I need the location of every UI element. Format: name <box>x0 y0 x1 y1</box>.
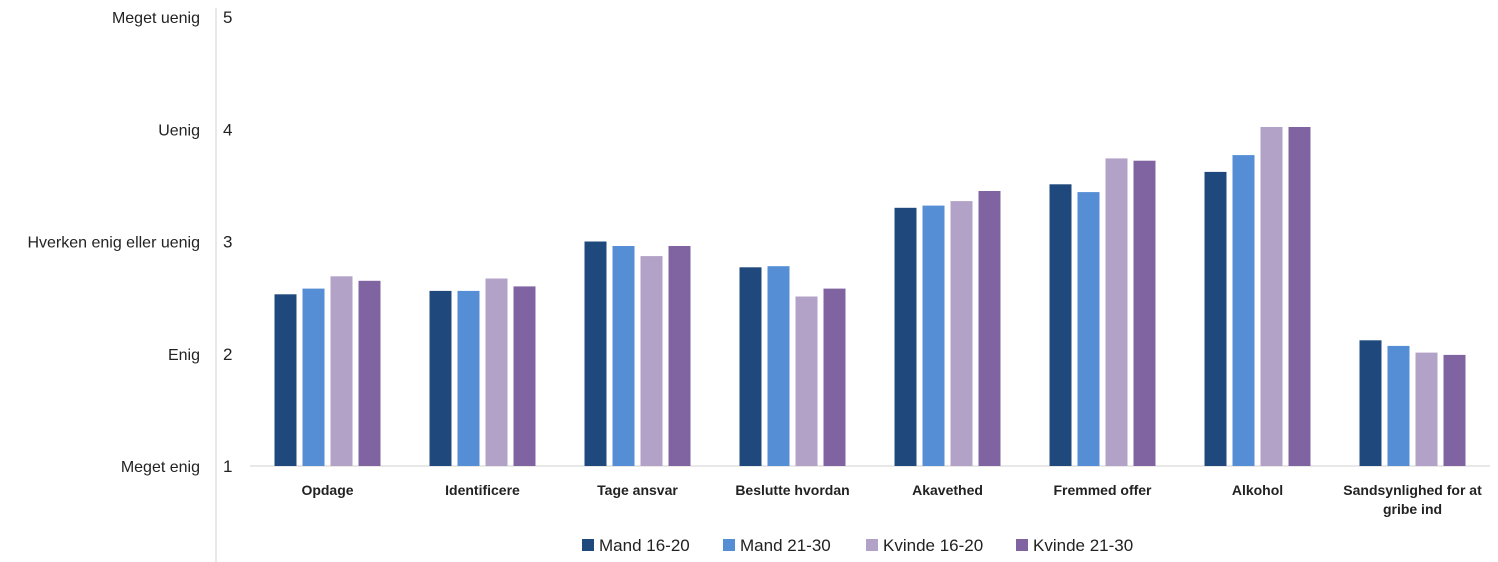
bar <box>950 201 973 466</box>
bar <box>1133 160 1156 466</box>
bar <box>302 288 325 466</box>
legend-swatch <box>723 539 735 551</box>
y-scale-label: Enig <box>168 347 200 364</box>
y-tick-label: 5 <box>223 8 232 27</box>
y-scale-label: Hverken enig eller uenig <box>27 235 200 252</box>
category-label: Fremmed offer <box>1053 482 1152 498</box>
chart-axes <box>215 8 1490 562</box>
y-tick-label: 1 <box>223 457 232 476</box>
bar <box>894 207 917 467</box>
bar <box>739 267 762 466</box>
category-label: Sandsynlighed for at <box>1343 482 1482 498</box>
category-label: Beslutte hvordan <box>735 482 849 498</box>
bar <box>1204 171 1227 466</box>
category-label: Akavethed <box>912 482 983 498</box>
bar <box>1049 184 1072 467</box>
bar <box>767 266 790 466</box>
bar <box>274 294 297 466</box>
category-labels: Opdage Identificere Tage ansvar Beslutte hv… <box>301 482 1482 517</box>
bar <box>1415 352 1438 466</box>
y-tick-label: 4 <box>223 120 232 139</box>
bar <box>640 256 663 466</box>
category-label: Alkohol <box>1232 482 1283 498</box>
legend-swatch <box>582 539 594 551</box>
category-label: gribe ind <box>1383 501 1442 517</box>
bar <box>668 246 691 466</box>
y-tick-label: 3 <box>223 233 232 252</box>
y-scale-label: Uenig <box>158 122 200 139</box>
bar <box>1443 354 1466 466</box>
bar <box>513 286 536 466</box>
bar <box>1260 127 1283 466</box>
bar <box>358 280 381 466</box>
bar <box>795 296 818 466</box>
bar <box>1288 127 1311 466</box>
bar <box>1077 192 1100 466</box>
bar <box>978 191 1001 466</box>
legend: Mand 16-20 Mand 21-30 Kvinde 16-20 Kvinde 2… <box>582 536 1133 555</box>
bar <box>330 276 353 466</box>
bar <box>1232 155 1255 466</box>
bar <box>922 205 945 466</box>
bar <box>429 290 452 466</box>
category-label: Opdage <box>301 482 353 498</box>
bar <box>1387 345 1410 466</box>
legend-swatch <box>866 539 878 551</box>
bar <box>612 246 635 466</box>
legend-label: Kvinde 21-30 <box>1033 536 1133 555</box>
y-scale-label: Meget enig <box>121 459 200 476</box>
bars-group <box>274 127 1466 467</box>
legend-label: Mand 21-30 <box>740 536 831 555</box>
bar <box>485 278 508 466</box>
bar <box>1359 340 1382 466</box>
y-axis-ticks: 1 Meget enig 2 Enig 3 Hverken enig eller ueni… <box>27 8 232 476</box>
bar <box>457 290 480 466</box>
category-label: Identificere <box>445 482 520 498</box>
y-tick-label: 2 <box>223 345 232 364</box>
legend-label: Kvinde 16-20 <box>883 536 983 555</box>
category-label: Tage ansvar <box>597 482 678 498</box>
legend-swatch <box>1016 539 1028 551</box>
legend-label: Mand 16-20 <box>599 536 690 555</box>
bar <box>823 288 846 466</box>
y-scale-label: Meget uenig <box>112 10 200 27</box>
bar <box>1105 158 1128 466</box>
bar <box>584 241 607 466</box>
